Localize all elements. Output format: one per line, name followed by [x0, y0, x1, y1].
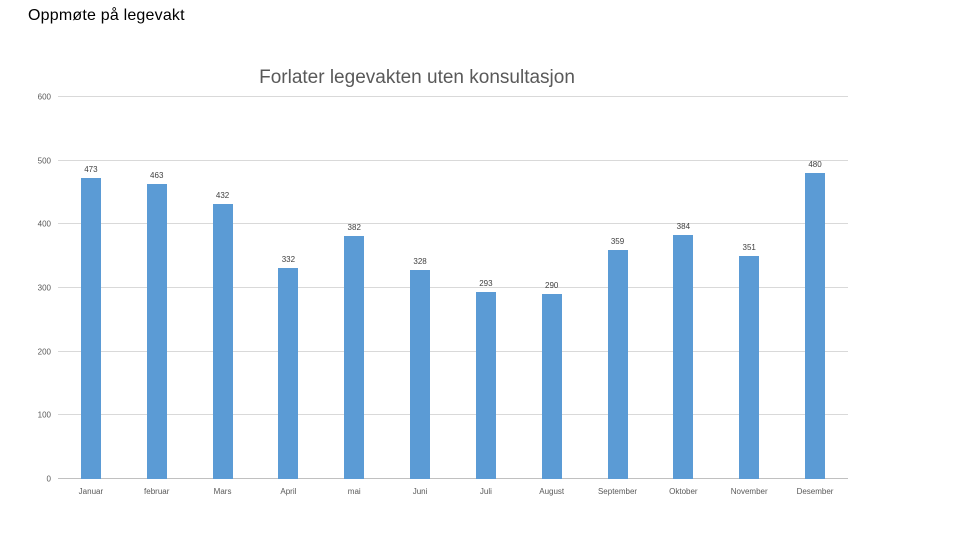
- data-label: 332: [281, 254, 296, 264]
- x-axis-label: Mars: [213, 487, 232, 496]
- data-label: 359: [610, 237, 625, 247]
- page-title: Oppmøte på legevakt: [28, 7, 185, 24]
- category-column: 359 September: [585, 97, 651, 496]
- x-axis-label: Juli: [479, 487, 492, 496]
- y-tick-label: 300: [37, 283, 51, 293]
- gridline: [58, 96, 848, 97]
- bar-januar: [80, 177, 101, 479]
- bar-september: [607, 250, 628, 479]
- data-label: 384: [676, 221, 691, 231]
- gridline: [58, 159, 848, 161]
- gridline: [58, 287, 848, 288]
- data-label: 290: [545, 281, 559, 291]
- bar-februar: [146, 184, 167, 479]
- y-tick-label: 200: [37, 347, 51, 357]
- data-label: 351: [742, 242, 756, 252]
- bar-juli: [475, 292, 496, 479]
- category-column: 432 Mars: [190, 97, 256, 496]
- data-label: 480: [808, 160, 822, 170]
- data-label: 293: [479, 279, 493, 289]
- bars-container: 473 Januar 463 februar 432 Mars 332 April 382 mai…: [58, 97, 848, 496]
- category-column: 473 Januar: [58, 97, 124, 496]
- bar-mai: [344, 235, 365, 479]
- bar-april: [278, 267, 299, 479]
- x-axis-label: November: [730, 487, 768, 496]
- category-column: 351 November: [716, 97, 782, 496]
- data-label: 328: [413, 257, 427, 267]
- category-column: 382 mai: [321, 97, 387, 496]
- x-axis-label: April: [280, 487, 297, 496]
- chart-title: Forlater legevakten uten konsultasjon: [259, 67, 575, 88]
- bar-oktober: [673, 234, 694, 479]
- x-axis-label: September: [597, 487, 638, 496]
- y-tick-label: 500: [37, 156, 51, 166]
- bar-november: [739, 255, 760, 479]
- data-label: 382: [347, 222, 361, 232]
- gridline: [58, 414, 848, 416]
- bar-august: [541, 294, 562, 479]
- category-column: 332 April: [255, 97, 321, 496]
- x-axis-label: februar: [144, 487, 170, 496]
- category-column: 384 Oktober: [650, 97, 716, 496]
- bar-juni: [410, 270, 431, 479]
- x-axis-label: Juni: [412, 487, 428, 496]
- y-tick-label: 0: [46, 474, 51, 484]
- data-label: 432: [215, 190, 230, 200]
- data-label: 473: [84, 164, 98, 174]
- y-tick-label: 400: [37, 219, 51, 229]
- plot-area: 0 100 200 300 400 500 600 473 Januar 463 februar 43…: [38, 93, 848, 496]
- x-axis-label: Desember: [796, 487, 834, 496]
- data-label: 463: [150, 171, 164, 181]
- category-column: 480 Desember: [782, 97, 848, 496]
- y-tick-label: 600: [37, 92, 51, 102]
- category-column: 293 Juli: [453, 97, 519, 496]
- x-axis-label: Oktober: [669, 487, 698, 496]
- category-column: 290 August: [519, 97, 585, 496]
- category-column: 328 Juni: [387, 97, 453, 496]
- category-column: 463 februar: [124, 97, 190, 496]
- bar-mars: [212, 203, 233, 479]
- x-axis-line: [58, 478, 848, 479]
- x-axis-label: August: [539, 487, 565, 496]
- x-axis-label: mai: [347, 487, 361, 496]
- gridline: [58, 223, 848, 225]
- bar-desember: [805, 173, 826, 479]
- y-tick-label: 100: [37, 410, 51, 420]
- gridline: [58, 350, 848, 352]
- x-axis-label: Januar: [78, 487, 104, 496]
